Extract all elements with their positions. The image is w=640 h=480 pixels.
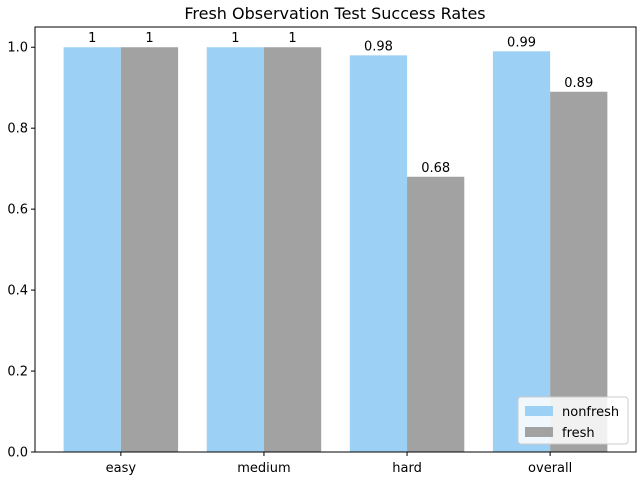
bar-fresh-overall <box>550 91 608 452</box>
data-label-fresh-hard: 0.68 <box>421 161 450 176</box>
data-label-nonfresh-hard: 0.98 <box>364 39 393 54</box>
x-tick-label-easy: easy <box>106 461 137 476</box>
y-tick-label: 0.2 <box>7 365 28 380</box>
x-tick-label-medium: medium <box>237 461 290 476</box>
plot-frame <box>34 26 637 453</box>
data-label-nonfresh-medium: 1 <box>231 31 239 46</box>
x-tick-label-overall: overall <box>528 461 572 476</box>
legend-swatch-nonfresh <box>525 406 553 416</box>
data-labels-layer: 1 1 0.98 0.99 1 1 0.68 0.89 <box>88 31 593 176</box>
y-tick-label: 0.8 <box>7 122 28 137</box>
axes-layer: 0.0 0.2 0.4 0.6 0.8 1.0 easy medium hard overall <box>7 26 637 476</box>
chart-title: Fresh Observation Test Success Rates <box>184 4 485 23</box>
data-label-nonfresh-easy: 1 <box>88 31 96 46</box>
bar-fresh-hard <box>407 176 465 452</box>
bar-fresh-easy <box>120 47 179 452</box>
bar-nonfresh-overall <box>492 51 551 453</box>
x-tick-label-hard: hard <box>392 461 422 476</box>
y-tick-label: 0.6 <box>7 203 28 218</box>
bar-fresh-medium <box>263 47 322 452</box>
legend-label-fresh: fresh <box>562 426 595 441</box>
y-tick-label: 1.0 <box>7 41 28 56</box>
bar-nonfresh-hard <box>349 55 408 452</box>
legend: nonfresh fresh <box>517 396 629 445</box>
y-tick-label: 0.0 <box>7 446 28 461</box>
y-tick-label: 0.4 <box>7 284 28 299</box>
legend-label-nonfresh: nonfresh <box>562 405 619 420</box>
bars-layer <box>63 47 608 453</box>
data-label-nonfresh-overall: 0.99 <box>507 35 536 50</box>
data-label-fresh-overall: 0.89 <box>564 76 593 91</box>
bar-nonfresh-easy <box>63 47 121 452</box>
data-label-fresh-easy: 1 <box>145 31 153 46</box>
legend-swatch-fresh <box>525 427 553 437</box>
data-label-fresh-medium: 1 <box>288 31 296 46</box>
bar-nonfresh-medium <box>206 47 264 452</box>
